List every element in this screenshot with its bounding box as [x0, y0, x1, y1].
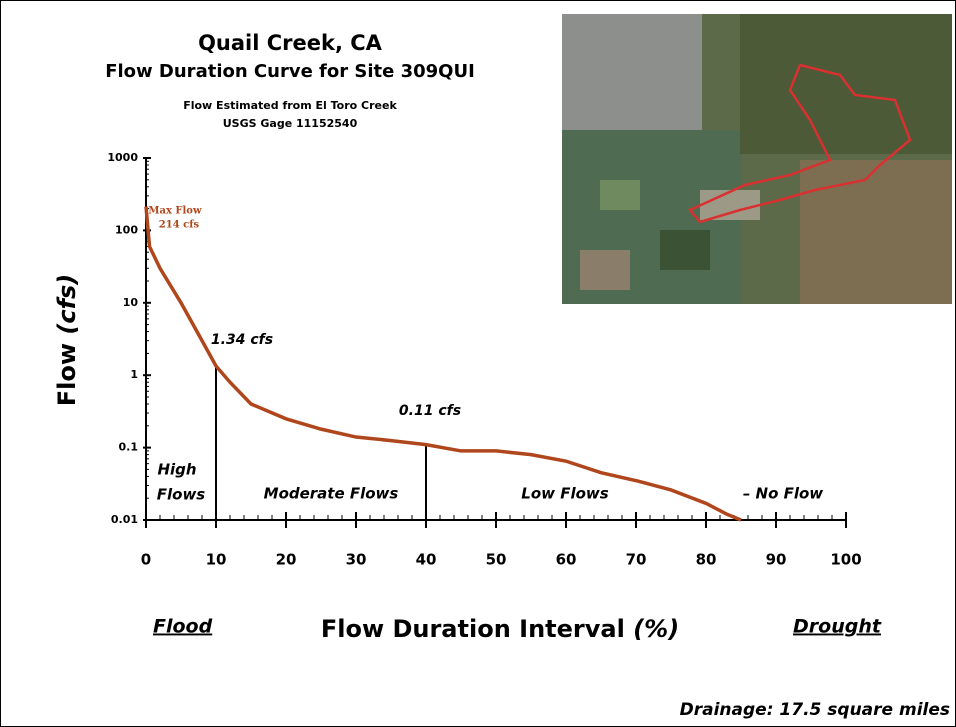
drought-label: Drought: [793, 616, 882, 638]
max-flow-value: 214 cfs: [159, 220, 200, 231]
x-label: Flow Duration Interval: [321, 615, 625, 643]
x-tick-label: 0: [141, 551, 151, 569]
y-tick-label: 100: [115, 223, 138, 236]
x-tick-label: 10: [206, 551, 227, 569]
x-tick-label: 70: [626, 551, 647, 569]
y-tick-label: 0.1: [119, 441, 139, 454]
marker-label: 1.34 cfs: [211, 332, 273, 348]
chart-title: Quail Creek, CA: [198, 31, 383, 55]
region-label: – No Flow: [743, 485, 823, 503]
region-label: Low Flows: [521, 485, 608, 503]
x-tick-label: 50: [486, 551, 507, 569]
marker-label: 0.11 cfs: [399, 403, 461, 419]
x-axis-label: Flow Duration Interval (%): [321, 615, 679, 643]
chart-subtitle: Flow Duration Curve for Site 309QUI: [105, 61, 475, 82]
note: Flow Estimated from El Toro Creek: [183, 99, 397, 112]
y-tick-label: 1000: [107, 151, 138, 164]
flood-label: Flood: [153, 616, 213, 638]
max-flow-label: Max Flow: [148, 206, 202, 217]
y-tick-label: 10: [123, 296, 139, 309]
x-tick-label: 90: [766, 551, 787, 569]
x-unit: (%): [633, 615, 679, 643]
region-label: Moderate Flows: [264, 485, 399, 503]
region-label: High: [157, 461, 196, 479]
x-tick-label: 30: [346, 551, 367, 569]
y-label: Flow: [53, 343, 81, 406]
footer: Drainage: 17.5 square miles: [680, 700, 950, 720]
y-unit: (cfs): [53, 274, 81, 335]
y-tick-label: 1: [130, 368, 138, 381]
x-tick-label: 80: [696, 551, 717, 569]
region-label: Flows: [157, 486, 206, 504]
y-axis-label: Flow (cfs): [53, 274, 81, 407]
flow-curve: [144, 206, 742, 522]
x-tick-label: 40: [416, 551, 437, 569]
x-tick-label: 100: [830, 551, 861, 569]
satellite-image: [562, 14, 952, 304]
x-tick-label: 60: [556, 551, 577, 569]
y-tick-label: 0.01: [111, 513, 138, 526]
x-tick-label: 20: [276, 551, 297, 569]
note: USGS Gage 11152540: [223, 117, 358, 130]
